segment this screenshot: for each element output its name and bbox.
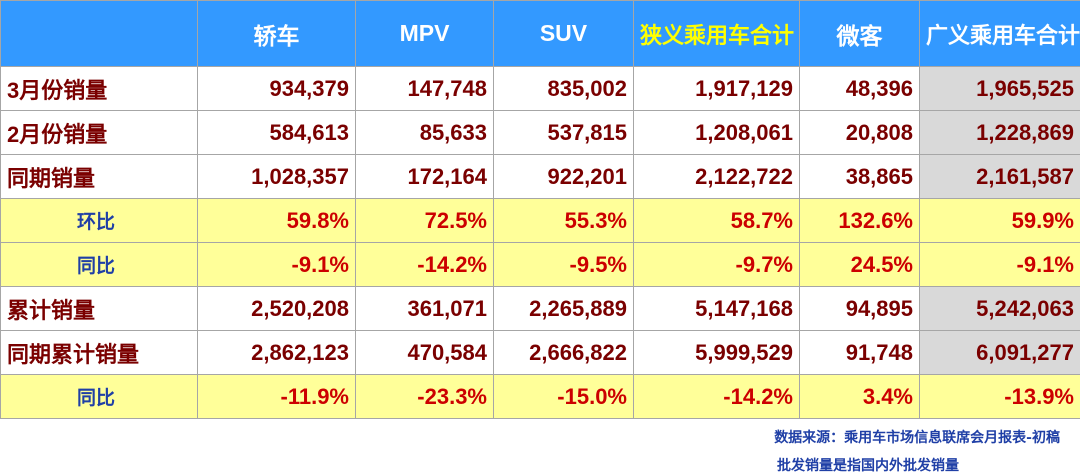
table-cell: 934,379 [198,67,356,111]
table-cell: 2,161,587 [920,155,1080,199]
table-cell: 172,164 [356,155,494,199]
table-cell: 3.4% [800,375,920,419]
table-row: 同比-9.1%-14.2%-9.5%-9.7%24.5%-9.1% [1,243,1080,287]
table-cell: 2,666,822 [494,331,634,375]
table-cell: -14.2% [634,375,800,419]
table-cell: 59.9% [920,199,1080,243]
table-cell: 6,091,277 [920,331,1080,375]
table-cell: 361,071 [356,287,494,331]
table-cell: 59.8% [198,199,356,243]
table-cell: 58.7% [634,199,800,243]
table-cell: 1,028,357 [198,155,356,199]
table-cell: 5,147,168 [634,287,800,331]
row-label: 同比 [1,375,198,419]
header-minivan: 微客 [800,1,920,67]
table-cell: 72.5% [356,199,494,243]
table-cell: 1,917,129 [634,67,800,111]
table-row: 同比-11.9%-23.3%-15.0%-14.2%3.4%-13.9% [1,375,1080,419]
table-cell: -15.0% [494,375,634,419]
table-cell: 1,228,869 [920,111,1080,155]
table-cell: 147,748 [356,67,494,111]
table-cell: 2,122,722 [634,155,800,199]
table-cell: 94,895 [800,287,920,331]
table-cell: -9.5% [494,243,634,287]
table-cell: 24.5% [800,243,920,287]
table-cell: 470,584 [356,331,494,375]
table-cell: 48,396 [800,67,920,111]
row-label: 同期累计销量 [1,331,198,375]
table-cell: -9.1% [920,243,1080,287]
table-cell: 85,633 [356,111,494,155]
table-cell: -14.2% [356,243,494,287]
row-label: 累计销量 [1,287,198,331]
table-cell: 835,002 [494,67,634,111]
table-cell: 5,242,063 [920,287,1080,331]
table-cell: 1,965,525 [920,67,1080,111]
table-cell: 2,265,889 [494,287,634,331]
row-label: 3月份销量 [1,67,198,111]
source-note: 数据来源：乘用车市场信息联席会月报表-初稿 [774,427,1060,447]
table-cell: 55.3% [494,199,634,243]
table-cell: 20,808 [800,111,920,155]
table-cell: 5,999,529 [634,331,800,375]
table-cell: -9.1% [198,243,356,287]
table-cell: 91,748 [800,331,920,375]
table-cell: 2,520,208 [198,287,356,331]
header-mpv: MPV [356,1,494,67]
header-narrow-total: 狭义乘用车合计 [634,1,800,67]
table-cell: 132.6% [800,199,920,243]
table-cell: 922,201 [494,155,634,199]
header-suv: SUV [494,1,634,67]
row-label: 同期销量 [1,155,198,199]
row-label: 2月份销量 [1,111,198,155]
table-cell: 2,862,123 [198,331,356,375]
definition-note: 批发销量是指国内外批发销量 [777,455,959,475]
table-cell: -23.3% [356,375,494,419]
header-row: 轿车 MPV SUV 狭义乘用车合计 微客 广义乘用车合计 [1,1,1080,67]
row-label: 环比 [1,199,198,243]
row-label: 同比 [1,243,198,287]
table-cell: -11.9% [198,375,356,419]
table-cell: 537,815 [494,111,634,155]
table-cell: 1,208,061 [634,111,800,155]
table-cell: -13.9% [920,375,1080,419]
table-cell: 38,865 [800,155,920,199]
header-sedan: 轿车 [198,1,356,67]
table-cell: 584,613 [198,111,356,155]
table-cell: -9.7% [634,243,800,287]
header-corner [1,1,198,67]
header-broad-total: 广义乘用车合计 [920,1,1080,67]
